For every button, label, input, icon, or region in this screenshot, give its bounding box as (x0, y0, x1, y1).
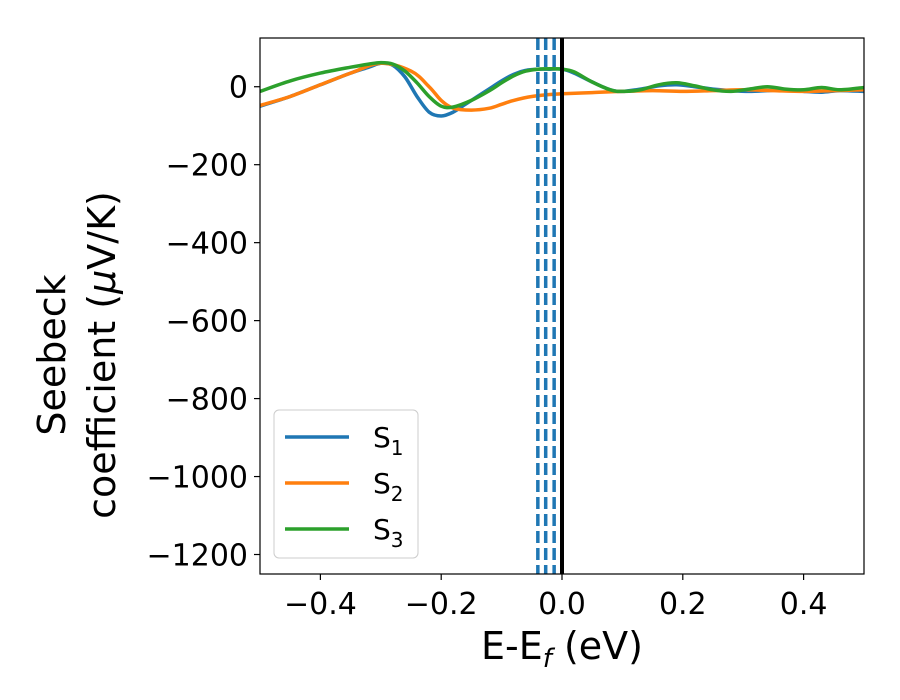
y-tick-label: −1000 (147, 461, 248, 496)
x-axis-title-main: E-E (481, 624, 543, 668)
x-axis-title-unit: (eV) (552, 624, 643, 668)
x-tick-label: 0.2 (659, 587, 707, 622)
plot-area (260, 38, 864, 574)
y-axis-title-line1: Seebeck (30, 274, 74, 435)
y-axis: 0 −200 −400 −600 −800 −1000 −1200 (147, 71, 260, 574)
y-tick-label: −600 (166, 305, 248, 340)
reference-lines (536, 38, 564, 574)
y-axis-title-mu: μ (80, 270, 124, 295)
x-axis-title: E-Ef (eV) (481, 624, 643, 674)
y-tick-label: −200 (166, 149, 248, 184)
y-axis-title-line2: coefficient (μV/K) (80, 191, 124, 519)
x-tick-label: 0.4 (780, 587, 828, 622)
y-tick-label: −1200 (147, 539, 248, 574)
y-tick-label: 0 (229, 71, 248, 106)
y-axis-title-unit: V/K) (80, 191, 124, 270)
legend-label-s2: S2 (373, 467, 404, 506)
series-line-s3 (260, 60, 864, 110)
y-tick-label: −800 (166, 383, 248, 418)
series-layer (260, 60, 864, 118)
x-tick-label: −0.4 (284, 587, 357, 622)
x-axis: −0.4 −0.2 0.0 0.2 0.4 (284, 574, 827, 622)
x-tick-label: −0.2 (405, 587, 478, 622)
legend-label-s1: S1 (373, 421, 404, 460)
legend: S1 S2 S3 (273, 409, 419, 559)
legend-label-s3: S3 (373, 513, 404, 552)
y-axis-title-coef: coefficient ( (80, 294, 124, 519)
y-axis-title: Seebeck coefficient (μV/K) (30, 191, 124, 519)
x-tick-label: 0.0 (538, 587, 586, 622)
y-tick-label: −400 (166, 227, 248, 262)
